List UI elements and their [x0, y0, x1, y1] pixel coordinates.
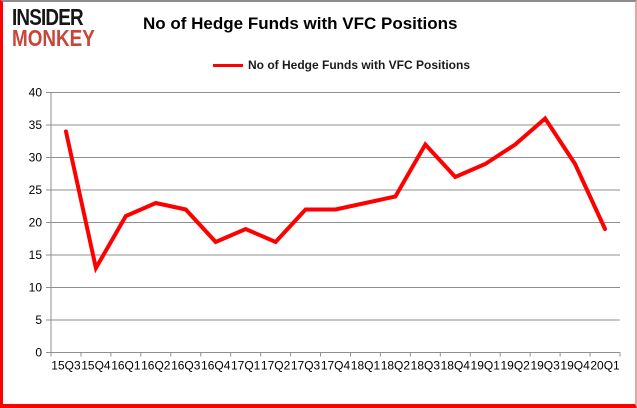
y-axis-label: 20 [29, 216, 43, 230]
x-axis-label: 19Q2 [501, 359, 531, 373]
series-line [63, 115, 608, 274]
y-axis-label: 35 [29, 118, 43, 132]
chart-svg: 0 5 10 15 20 25 30 35 40 15Q3 15Q4 16Q1 16Q2 16Q3 16Q4… [29, 86, 621, 373]
x-axis-label: 15Q4 [81, 359, 111, 373]
x-axis-label: 17Q2 [261, 359, 291, 373]
x-axis-label: 17Q3 [291, 359, 321, 373]
legend-label: No of Hedge Funds with VFC Positions [248, 58, 470, 72]
y-axis-label: 40 [29, 86, 43, 100]
x-axis-label: 16Q4 [201, 359, 231, 373]
y-axis-label: 10 [29, 281, 43, 295]
insider-monkey-logo: INSIDER MONKEY [12, 4, 113, 51]
x-axis-label: 18Q2 [381, 359, 411, 373]
x-axis-label: 18Q3 [411, 359, 441, 373]
x-axis-label: 17Q4 [321, 359, 351, 373]
legend-line-swatch [213, 63, 243, 67]
x-axis-label: 18Q4 [441, 359, 471, 373]
x-axis-label: 20Q1 [590, 359, 620, 373]
logo-line2: MONKEY [12, 25, 95, 51]
x-axis-label: 15Q3 [51, 359, 81, 373]
x-axis-label: 16Q1 [111, 359, 141, 373]
chart-title: No of Hedge Funds with VFC Positions [143, 14, 458, 33]
x-axis-label: 16Q3 [171, 359, 201, 373]
x-axis-label: 19Q3 [530, 359, 560, 373]
y-axis-label: 0 [35, 346, 42, 360]
y-axis-label: 30 [29, 151, 43, 165]
y-axis-label: 15 [29, 248, 43, 262]
legend: No of Hedge Funds with VFC Positions [3, 58, 635, 72]
y-axis-label: 5 [35, 313, 42, 327]
x-axis-label: 19Q4 [560, 359, 590, 373]
y-axis-label: 25 [29, 183, 43, 197]
x-axis-label: 19Q1 [471, 359, 501, 373]
x-axis-label: 18Q1 [351, 359, 381, 373]
x-axis-label: 16Q2 [141, 359, 171, 373]
logo-line1: INSIDER [12, 4, 84, 30]
x-axis-label: 17Q1 [231, 359, 261, 373]
